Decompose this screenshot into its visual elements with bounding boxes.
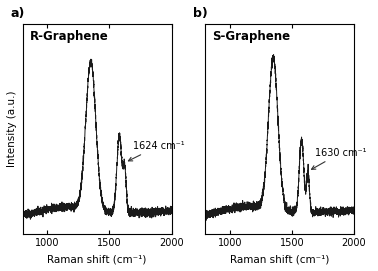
Text: 1624 cm⁻¹: 1624 cm⁻¹	[129, 141, 184, 161]
Y-axis label: Intensity (a.u.): Intensity (a.u.)	[7, 91, 17, 167]
Text: S-Graphene: S-Graphene	[212, 30, 291, 43]
Text: 1630 cm⁻¹: 1630 cm⁻¹	[311, 147, 367, 169]
Text: a): a)	[11, 7, 25, 20]
X-axis label: Raman shift (cm⁻¹): Raman shift (cm⁻¹)	[230, 254, 329, 264]
Text: b): b)	[193, 7, 208, 20]
Text: R-Graphene: R-Graphene	[30, 30, 109, 43]
X-axis label: Raman shift (cm⁻¹): Raman shift (cm⁻¹)	[47, 254, 147, 264]
